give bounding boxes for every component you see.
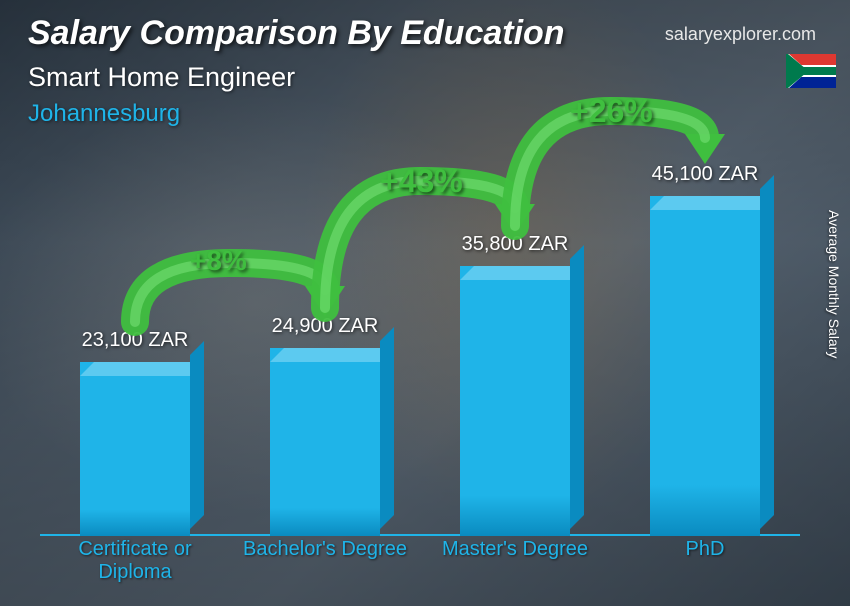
south-africa-flag-icon xyxy=(786,54,836,88)
bar-slot: 45,100 ZAR xyxy=(615,163,795,536)
percent-increase-label: +26% xyxy=(570,93,653,130)
bar xyxy=(460,266,570,536)
brand-name: salaryexplorer xyxy=(665,24,777,44)
bar-slot: 23,100 ZAR xyxy=(45,329,225,536)
bar xyxy=(80,362,190,536)
x-axis-label: Bachelor's Degree xyxy=(235,538,415,586)
bar-slot: 35,800 ZAR xyxy=(425,233,605,536)
bar xyxy=(650,196,760,536)
bar-value-label: 45,100 ZAR xyxy=(652,163,759,186)
x-axis-label: Master's Degree xyxy=(425,538,605,586)
bar-value-label: 23,100 ZAR xyxy=(82,329,189,352)
percent-increase-label: +43% xyxy=(380,163,463,200)
chart-container: Salary Comparison By Education Smart Hom… xyxy=(0,0,850,606)
x-labels-group: Certificate or DiplomaBachelor's DegreeM… xyxy=(40,538,800,586)
bars-group: 23,100 ZAR 24,900 ZAR 35,800 ZAR 45,100 ZAR xyxy=(40,156,800,536)
bar-value-label: 24,900 ZAR xyxy=(272,315,379,338)
bar-value-label: 35,800 ZAR xyxy=(462,233,569,256)
x-axis-label: Certificate or Diploma xyxy=(45,538,225,586)
brand-label: salaryexplorer.com xyxy=(665,24,816,45)
bar xyxy=(270,348,380,536)
bar-slot: 24,900 ZAR xyxy=(235,315,415,536)
bar-chart: 23,100 ZAR 24,900 ZAR 35,800 ZAR 45,100 ZAR… xyxy=(40,156,800,586)
job-title: Smart Home Engineer xyxy=(28,62,295,93)
location-label: Johannesburg xyxy=(28,100,180,128)
brand-suffix: .com xyxy=(777,24,816,44)
x-axis-label: PhD xyxy=(615,538,795,586)
percent-increase-label: +8% xyxy=(190,245,247,277)
y-axis-label: Average Monthly Salary xyxy=(826,210,842,358)
page-title: Salary Comparison By Education xyxy=(28,14,565,53)
